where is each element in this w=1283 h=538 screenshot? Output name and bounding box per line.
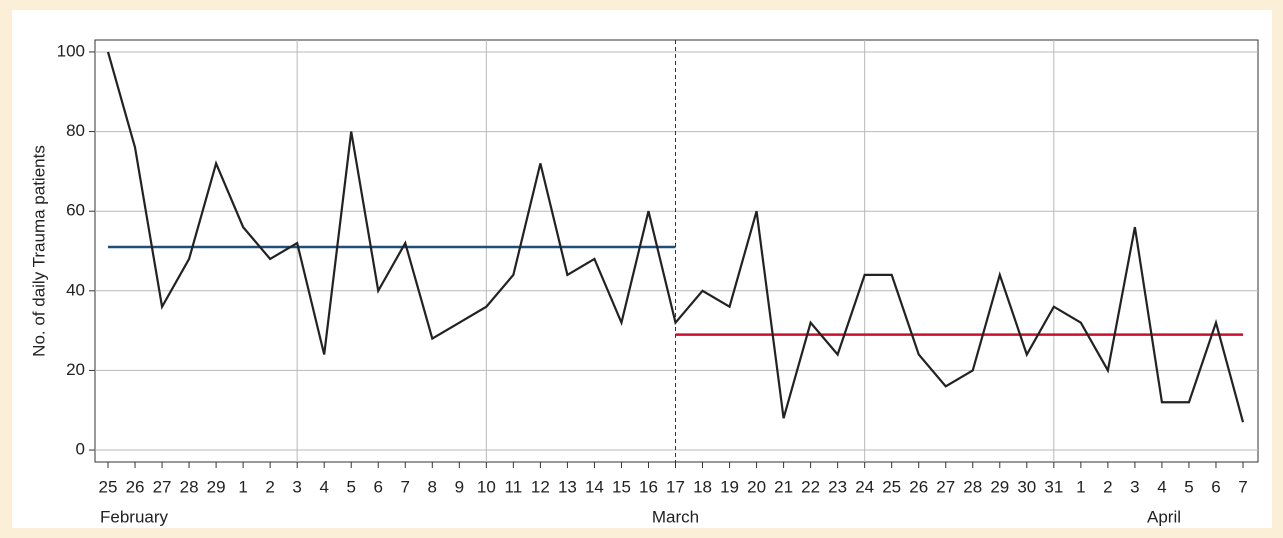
panel <box>12 10 1272 528</box>
x-tick-label: 4 <box>319 477 328 496</box>
x-tick-label: 24 <box>855 477 874 496</box>
x-tick-label: 18 <box>693 477 712 496</box>
x-tick-label: 1 <box>1076 477 1085 496</box>
plot-frame <box>94 39 1259 463</box>
x-tick-label: 25 <box>882 477 901 496</box>
y-tick-label: 0 <box>76 440 85 459</box>
data-line <box>106 51 1245 423</box>
x-tick-label: 10 <box>477 477 496 496</box>
x-tick-label: 20 <box>747 477 766 496</box>
x-tick-label: 3 <box>292 477 301 496</box>
y-tick-label: 60 <box>66 201 85 220</box>
x-tick-label: 14 <box>585 477 604 496</box>
x-tick-label: 26 <box>909 477 928 496</box>
x-tick-label: 9 <box>455 477 464 496</box>
x-tick-label: 8 <box>428 477 437 496</box>
month-label: March <box>652 507 699 526</box>
month-label: April <box>1147 507 1181 526</box>
x-tick-label: 6 <box>1211 477 1220 496</box>
x-tick-label: 12 <box>531 477 550 496</box>
x-tick-label: 7 <box>1238 477 1247 496</box>
x-tick-label: 29 <box>207 477 226 496</box>
x-tick-label: 21 <box>774 477 793 496</box>
x-tick-label: 19 <box>720 477 739 496</box>
x-tick-label: 11 <box>505 477 523 496</box>
x-tick-label: 1 <box>238 477 247 496</box>
month-label: February <box>100 507 169 526</box>
y-axis-label: No. of daily Trauma patients <box>29 145 48 357</box>
x-tick-label: 26 <box>126 477 145 496</box>
x-tick-label: 6 <box>374 477 383 496</box>
x-tick-label: 17 <box>666 477 685 496</box>
x-tick-label: 30 <box>1017 477 1036 496</box>
x-tick-label: 2 <box>265 477 274 496</box>
y-tick-label: 100 <box>57 41 85 60</box>
x-tick-label: 15 <box>612 477 631 496</box>
y-tick-label: 20 <box>66 360 85 379</box>
x-tick-label: 31 <box>1044 477 1063 496</box>
x-tick-label: 7 <box>401 477 410 496</box>
x-tick-label: 5 <box>1184 477 1193 496</box>
x-tick-label: 29 <box>990 477 1009 496</box>
y-tick-label: 40 <box>66 280 85 299</box>
x-tick-label: 5 <box>346 477 355 496</box>
x-tick-label: 27 <box>936 477 955 496</box>
y-tick-label: 80 <box>66 121 85 140</box>
x-tick-label: 22 <box>801 477 820 496</box>
x-tick-label: 28 <box>180 477 199 496</box>
x-tick-label: 27 <box>153 477 172 496</box>
x-tick-label: 25 <box>99 477 118 496</box>
x-tick-label: 3 <box>1130 477 1139 496</box>
x-tick-label: 2 <box>1103 477 1112 496</box>
x-tick-label: 16 <box>639 477 658 496</box>
x-tick-label: 4 <box>1157 477 1166 496</box>
x-tick-label: 28 <box>963 477 982 496</box>
x-tick-label: 23 <box>828 477 847 496</box>
x-tick-label: 13 <box>558 477 577 496</box>
